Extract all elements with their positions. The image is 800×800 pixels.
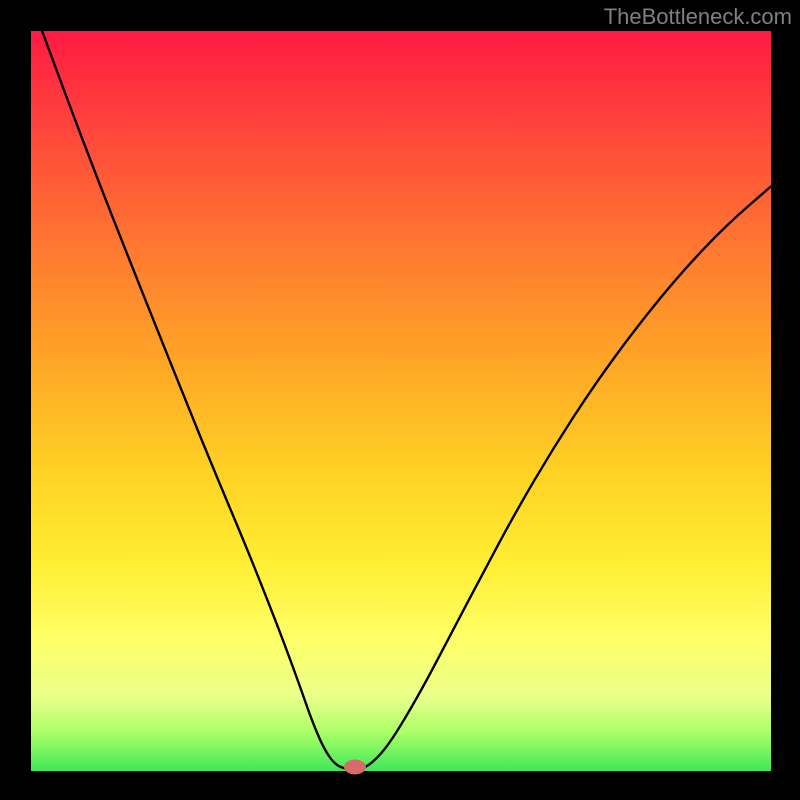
watermark-text: TheBottleneck.com	[604, 4, 792, 30]
gradient-plot-area	[31, 31, 771, 771]
chart-container: TheBottleneck.com	[0, 0, 800, 800]
optimum-marker	[344, 759, 366, 774]
